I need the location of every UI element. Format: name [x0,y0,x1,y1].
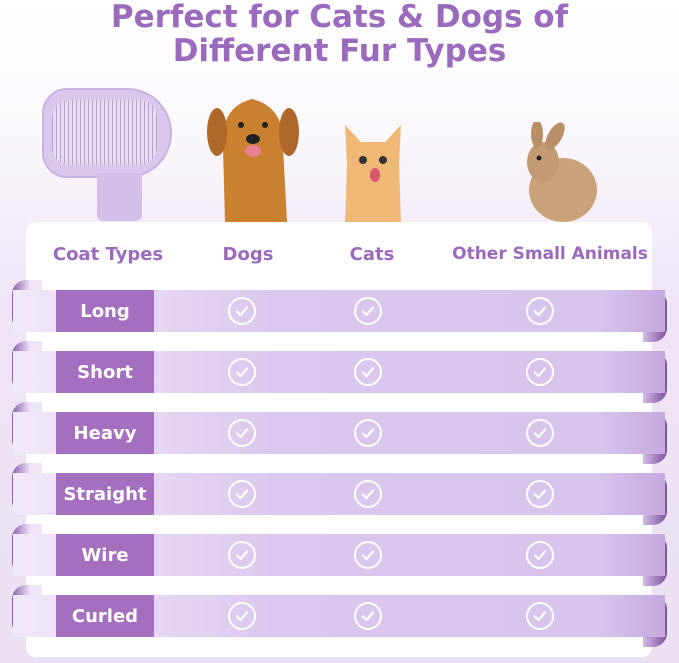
check-circle-icon [354,419,382,447]
check-circle-icon [526,480,554,508]
coat-type-label: Short [56,351,154,393]
table-row: Straight [0,463,679,531]
header-other-small-animals: Other Small Animals [452,244,648,264]
check-circle-icon [228,602,256,630]
check-circle-icon [354,480,382,508]
table-row: Heavy [0,402,679,470]
check-circle-icon [228,480,256,508]
header-cats: Cats [349,244,395,265]
coat-type-label: Straight [56,473,154,515]
header-coat-types: Coat Types [52,244,164,265]
title-line-2: Different Fur Types [172,33,507,69]
table-row: Curled [0,585,679,653]
table-row: Wire [0,524,679,592]
rabbit-image [527,122,597,222]
page-title: Perfect for Cats & Dogs of Different Fur… [0,0,679,68]
coat-type-label: Wire [56,534,154,576]
check-circle-icon [354,602,382,630]
check-circle-icon [526,419,554,447]
check-circle-icon [526,358,554,386]
check-circle-icon [228,419,256,447]
check-circle-icon [354,297,382,325]
dog-image [207,99,299,222]
check-circle-icon [354,358,382,386]
title-line-1: Perfect for Cats & Dogs of [110,0,569,35]
header-dogs: Dogs [222,244,274,265]
coat-type-label: Curled [56,595,154,637]
check-circle-icon [228,541,256,569]
check-circle-icon [228,297,256,325]
check-circle-icon [354,541,382,569]
coat-type-label: Heavy [56,412,154,454]
table-row: Short [0,341,679,409]
check-circle-icon [526,297,554,325]
cat-image [345,125,401,222]
table-row: Long [0,280,679,348]
grooming-brush-image [42,88,174,221]
check-circle-icon [526,602,554,630]
check-circle-icon [228,358,256,386]
coat-type-label: Long [56,290,154,332]
check-circle-icon [526,541,554,569]
